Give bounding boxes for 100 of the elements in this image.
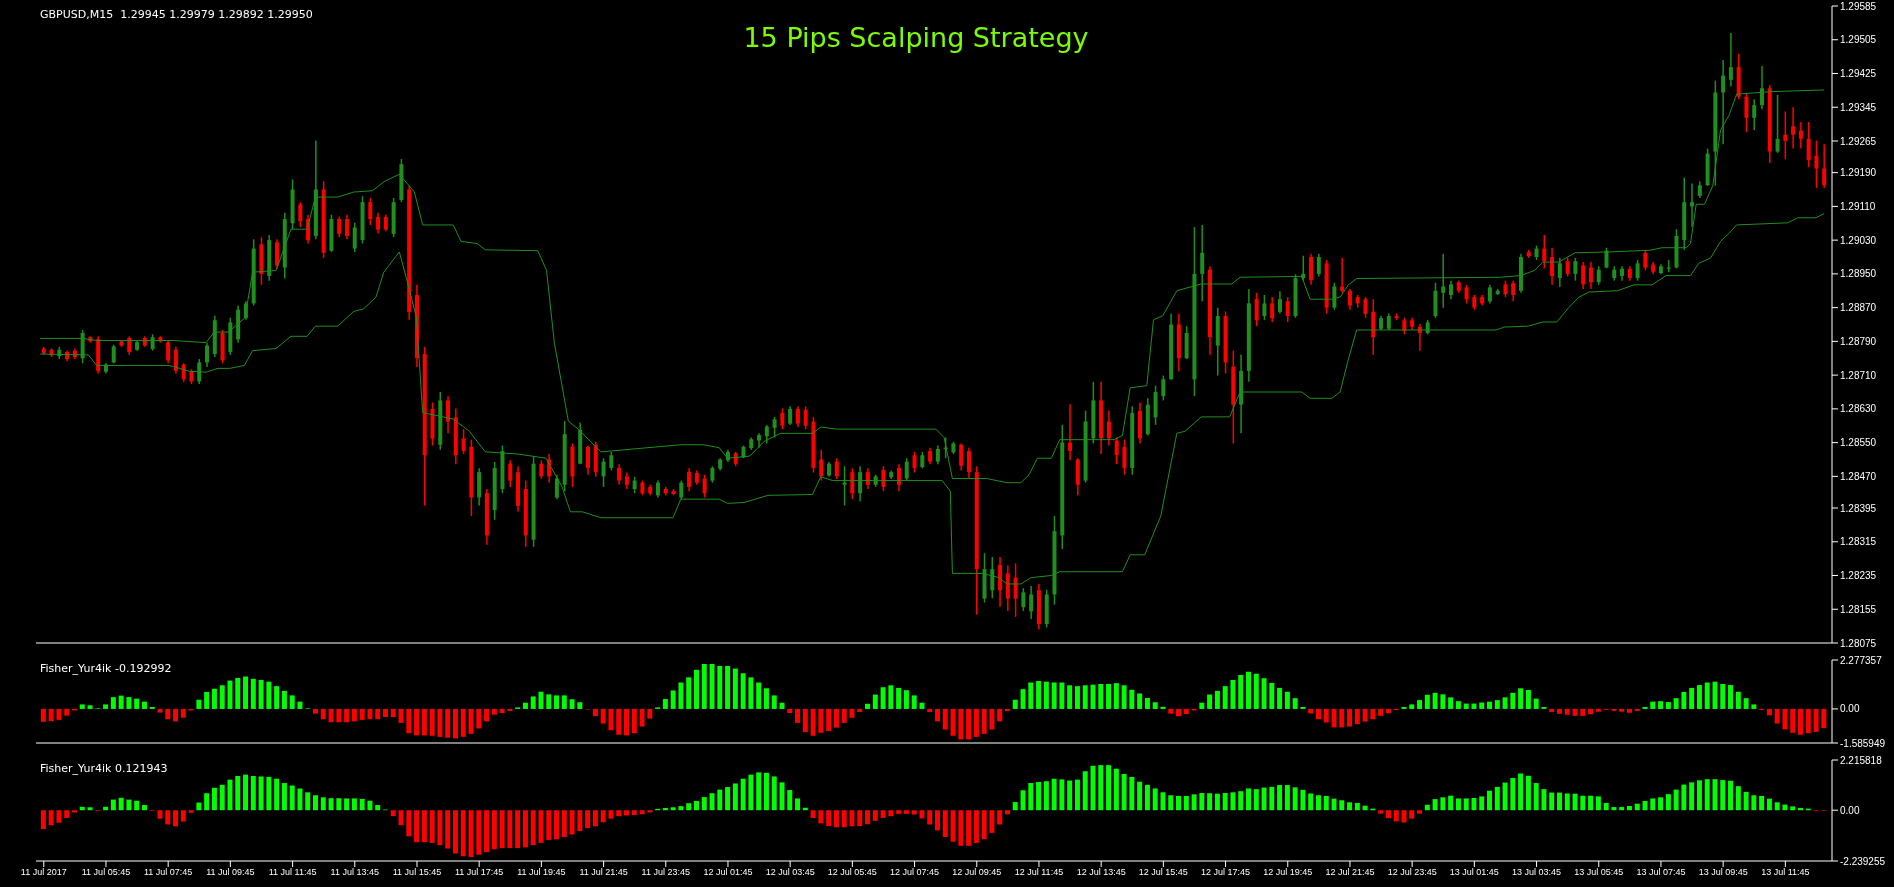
bar — [973, 810, 979, 843]
candlestick — [609, 451, 614, 472]
bar — [693, 800, 699, 811]
candlestick — [842, 465, 847, 507]
bar — [445, 708, 451, 738]
chart-subtitle: GBPUSD,M15 1.29945 1.29979 1.29892 1.29950 — [40, 8, 313, 21]
candlestick — [461, 428, 466, 455]
bar — [748, 774, 754, 811]
bar — [1728, 685, 1734, 709]
bar — [351, 708, 357, 722]
bar — [1595, 708, 1601, 712]
bar — [1152, 702, 1158, 709]
candlestick — [1557, 257, 1562, 288]
candlestick — [344, 214, 349, 241]
bar — [662, 807, 668, 811]
bar — [1183, 795, 1189, 811]
bar — [1176, 795, 1182, 811]
bar — [1720, 684, 1726, 709]
bar — [624, 810, 629, 816]
bar — [1541, 789, 1547, 811]
x-tick-label: 12 Jul 23:45 — [1387, 867, 1437, 878]
candlestick — [127, 335, 132, 356]
bar — [507, 810, 513, 849]
bar — [134, 800, 140, 811]
bar — [872, 810, 878, 821]
bar — [351, 798, 357, 811]
bar — [1619, 708, 1625, 712]
bar — [398, 810, 404, 826]
bar — [1121, 773, 1127, 811]
bar — [1129, 689, 1135, 709]
candlestick — [1340, 257, 1345, 294]
bar — [1168, 795, 1174, 811]
bar — [227, 779, 233, 811]
bar — [919, 702, 925, 709]
bar — [1798, 807, 1804, 811]
bar — [1673, 789, 1679, 811]
bar — [989, 708, 995, 730]
bar — [491, 708, 497, 715]
candlestick — [1316, 252, 1321, 278]
candlestick — [1581, 261, 1586, 290]
bar — [1385, 708, 1391, 714]
bar — [1696, 780, 1702, 811]
candlestick — [935, 444, 940, 465]
bar — [1751, 795, 1757, 811]
y-tick-label: 1.28470 — [1840, 470, 1877, 482]
candlestick — [1744, 92, 1749, 133]
bar — [1448, 795, 1454, 811]
y-tick-label: 1.29345 — [1840, 101, 1877, 113]
bar — [1059, 682, 1065, 709]
bar — [64, 708, 70, 716]
bar — [1728, 780, 1734, 811]
bar — [763, 688, 769, 709]
bar — [1160, 706, 1166, 709]
bar — [1440, 797, 1446, 811]
bar — [1036, 681, 1042, 709]
bar — [429, 810, 435, 843]
bar — [118, 797, 124, 811]
bar — [538, 810, 544, 843]
x-tick-label: 11 Jul 21:45 — [579, 867, 628, 878]
bar — [1362, 708, 1368, 722]
bar — [1012, 802, 1018, 811]
bar — [1028, 783, 1034, 811]
candlestick — [173, 346, 178, 375]
candlestick — [368, 197, 373, 226]
bar — [569, 810, 575, 835]
bar — [1564, 708, 1570, 715]
bar — [64, 810, 70, 818]
y-tick-label: 2.215818 — [1840, 754, 1883, 766]
bar — [390, 708, 396, 718]
bar — [958, 810, 964, 846]
bar — [1051, 682, 1057, 709]
bar — [1549, 792, 1555, 811]
candlestick — [1573, 257, 1578, 282]
bar — [1774, 802, 1780, 811]
bar — [810, 810, 816, 818]
bar — [499, 708, 505, 714]
y-tick-label: 2.277357 — [1840, 654, 1883, 666]
bar — [211, 688, 217, 709]
bar — [1580, 795, 1586, 811]
bar — [1284, 785, 1290, 811]
y-tick-label: 1.29190 — [1840, 167, 1877, 179]
bar — [1261, 678, 1267, 709]
candlestick — [585, 444, 590, 476]
bar — [1222, 686, 1228, 709]
x-tick-label: 11 Jul 23:45 — [641, 867, 690, 878]
bar — [1440, 694, 1446, 709]
candlestick — [780, 407, 785, 430]
bar — [1487, 701, 1493, 709]
y-tick-label: 0.00 — [1840, 703, 1860, 715]
bar — [281, 690, 287, 709]
bar — [841, 810, 847, 828]
bar — [367, 708, 373, 720]
bar — [359, 708, 365, 720]
bar — [289, 695, 295, 709]
candlestick — [772, 416, 777, 439]
bar — [328, 798, 334, 811]
bar — [1082, 685, 1088, 709]
bar — [250, 678, 256, 709]
bar — [1782, 708, 1788, 730]
bar — [872, 694, 878, 709]
